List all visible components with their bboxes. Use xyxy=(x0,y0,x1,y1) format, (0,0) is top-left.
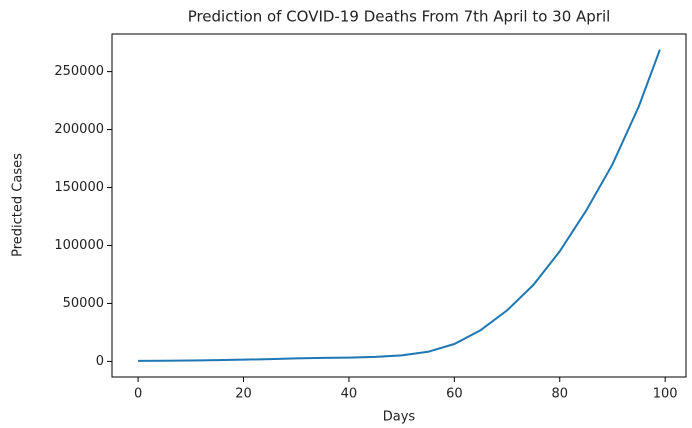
line-series xyxy=(138,49,661,362)
y-tick-label: 50000 xyxy=(63,296,104,311)
y-axis-label: Predicted Cases xyxy=(11,153,26,257)
plot-frame xyxy=(111,33,687,378)
y-tick-label: 250000 xyxy=(54,64,104,79)
x-tick-label: 0 xyxy=(134,387,142,402)
x-tick-label: 40 xyxy=(341,387,358,402)
x-tick-label: 60 xyxy=(446,387,463,402)
x-axis-label: Days xyxy=(383,410,416,425)
x-tick-label: 20 xyxy=(235,387,252,402)
y-tick-label: 0 xyxy=(96,354,104,369)
y-tick-label: 200000 xyxy=(54,122,104,137)
x-tick-label: 80 xyxy=(551,387,568,402)
chart-title: Prediction of COVID-19 Deaths From 7th A… xyxy=(188,8,611,26)
y-tick-label: 150000 xyxy=(54,180,104,195)
y-tick-label: 100000 xyxy=(54,238,104,253)
x-tick-label: 100 xyxy=(653,387,678,402)
